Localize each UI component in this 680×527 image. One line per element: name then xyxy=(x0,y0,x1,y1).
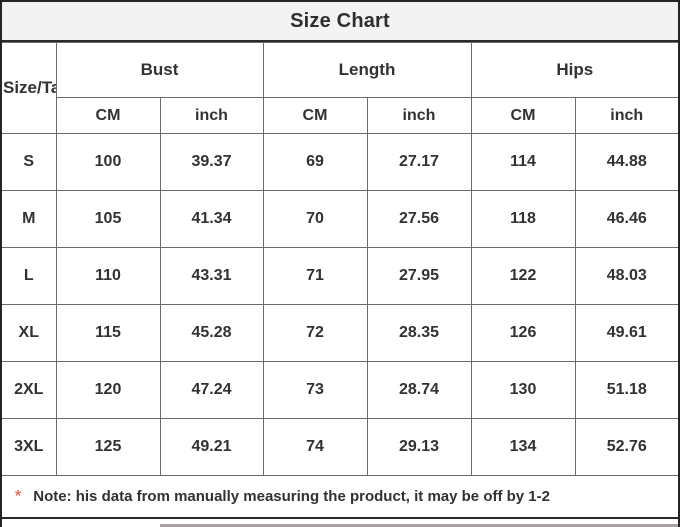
cell-hips-inch: 52.76 xyxy=(574,418,678,476)
cell-bust-inch: 43.31 xyxy=(159,247,264,305)
cell-bust-cm: 120 xyxy=(55,361,161,419)
cell-bust-cm: 115 xyxy=(55,304,161,362)
note-text: Note: his data from manually measuring t… xyxy=(33,488,550,505)
clipped-next-row-strip xyxy=(2,519,678,527)
unit-header-row: CM inch CM inch CM inch xyxy=(2,97,678,134)
cell-length-inch: 29.13 xyxy=(366,418,472,476)
note-row: * Note: his data from manually measuring… xyxy=(2,476,678,519)
size-label: M xyxy=(2,190,57,248)
cell-length-cm: 72 xyxy=(262,304,368,362)
cell-length-cm: 74 xyxy=(262,418,368,476)
cell-hips-inch: 51.18 xyxy=(574,361,678,419)
size-label: S xyxy=(2,133,57,191)
cell-length-cm: 73 xyxy=(262,361,368,419)
cell-hips-cm: 134 xyxy=(470,418,576,476)
cell-hips-cm: 114 xyxy=(470,133,576,191)
cell-hips-cm: 126 xyxy=(470,304,576,362)
cell-hips-inch: 44.88 xyxy=(574,133,678,191)
cell-bust-inch: 49.21 xyxy=(159,418,264,476)
table-row-l: L 110 43.31 71 27.95 122 48.03 xyxy=(2,247,678,305)
size-chart-table: Size/Ta Bust Length Hips CM inch CM inch… xyxy=(2,42,678,476)
cell-length-inch: 28.74 xyxy=(366,361,472,419)
group-header-hips: Hips xyxy=(470,42,678,98)
cell-length-inch: 27.17 xyxy=(366,133,472,191)
cell-bust-inch: 39.37 xyxy=(159,133,264,191)
cell-hips-inch: 49.61 xyxy=(574,304,678,362)
cell-bust-cm: 125 xyxy=(55,418,161,476)
size-label: 2XL xyxy=(2,361,57,419)
cell-length-inch: 27.56 xyxy=(366,190,472,248)
cell-bust-inch: 45.28 xyxy=(159,304,264,362)
unit-header-length-cm: CM xyxy=(262,97,368,134)
size-label: XL xyxy=(2,304,57,362)
cell-hips-inch: 46.46 xyxy=(574,190,678,248)
cell-hips-cm: 122 xyxy=(470,247,576,305)
cell-bust-inch: 41.34 xyxy=(159,190,264,248)
table-row-s: S 100 39.37 69 27.17 114 44.88 xyxy=(2,133,678,191)
unit-header-length-inch: inch xyxy=(366,97,472,134)
cell-length-cm: 69 xyxy=(262,133,368,191)
cell-hips-cm: 118 xyxy=(470,190,576,248)
cell-hips-cm: 130 xyxy=(470,361,576,419)
size-chart-title-bar: Size Chart xyxy=(2,2,678,42)
corner-header-size-tag: Size/Ta xyxy=(2,42,57,134)
table-row-2xl: 2XL 120 47.24 73 28.74 130 51.18 xyxy=(2,361,678,419)
table-row-m: M 105 41.34 70 27.56 118 46.46 xyxy=(2,190,678,248)
cell-bust-cm: 110 xyxy=(55,247,161,305)
required-asterisk-icon: * xyxy=(15,487,22,505)
unit-header-bust-inch: inch xyxy=(159,97,264,134)
cell-length-cm: 71 xyxy=(262,247,368,305)
cell-bust-inch: 47.24 xyxy=(159,361,264,419)
clipped-gray-bar xyxy=(160,524,678,527)
table-row-3xl: 3XL 125 49.21 74 29.13 134 52.76 xyxy=(2,418,678,476)
unit-header-hips-cm: CM xyxy=(470,97,576,134)
unit-header-bust-cm: CM xyxy=(55,97,161,134)
group-header-row: Size/Ta Bust Length Hips xyxy=(2,42,678,134)
cell-bust-cm: 105 xyxy=(55,190,161,248)
cell-length-cm: 70 xyxy=(262,190,368,248)
group-header-length: Length xyxy=(262,42,472,98)
cell-length-inch: 27.95 xyxy=(366,247,472,305)
cell-bust-cm: 100 xyxy=(55,133,161,191)
group-header-bust: Bust xyxy=(55,42,264,98)
unit-header-hips-inch: inch xyxy=(574,97,678,134)
size-label: 3XL xyxy=(2,418,57,476)
size-label: L xyxy=(2,247,57,305)
cell-length-inch: 28.35 xyxy=(366,304,472,362)
cell-hips-inch: 48.03 xyxy=(574,247,678,305)
table-row-xl: XL 115 45.28 72 28.35 126 49.61 xyxy=(2,304,678,362)
page-title: Size Chart xyxy=(290,9,390,32)
